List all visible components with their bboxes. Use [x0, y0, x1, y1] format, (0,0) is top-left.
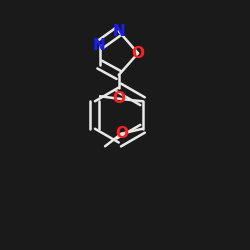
- Text: O: O: [115, 126, 128, 141]
- Text: N: N: [93, 38, 106, 52]
- Text: N: N: [112, 24, 125, 39]
- Text: O: O: [132, 46, 144, 61]
- Text: O: O: [112, 91, 125, 106]
